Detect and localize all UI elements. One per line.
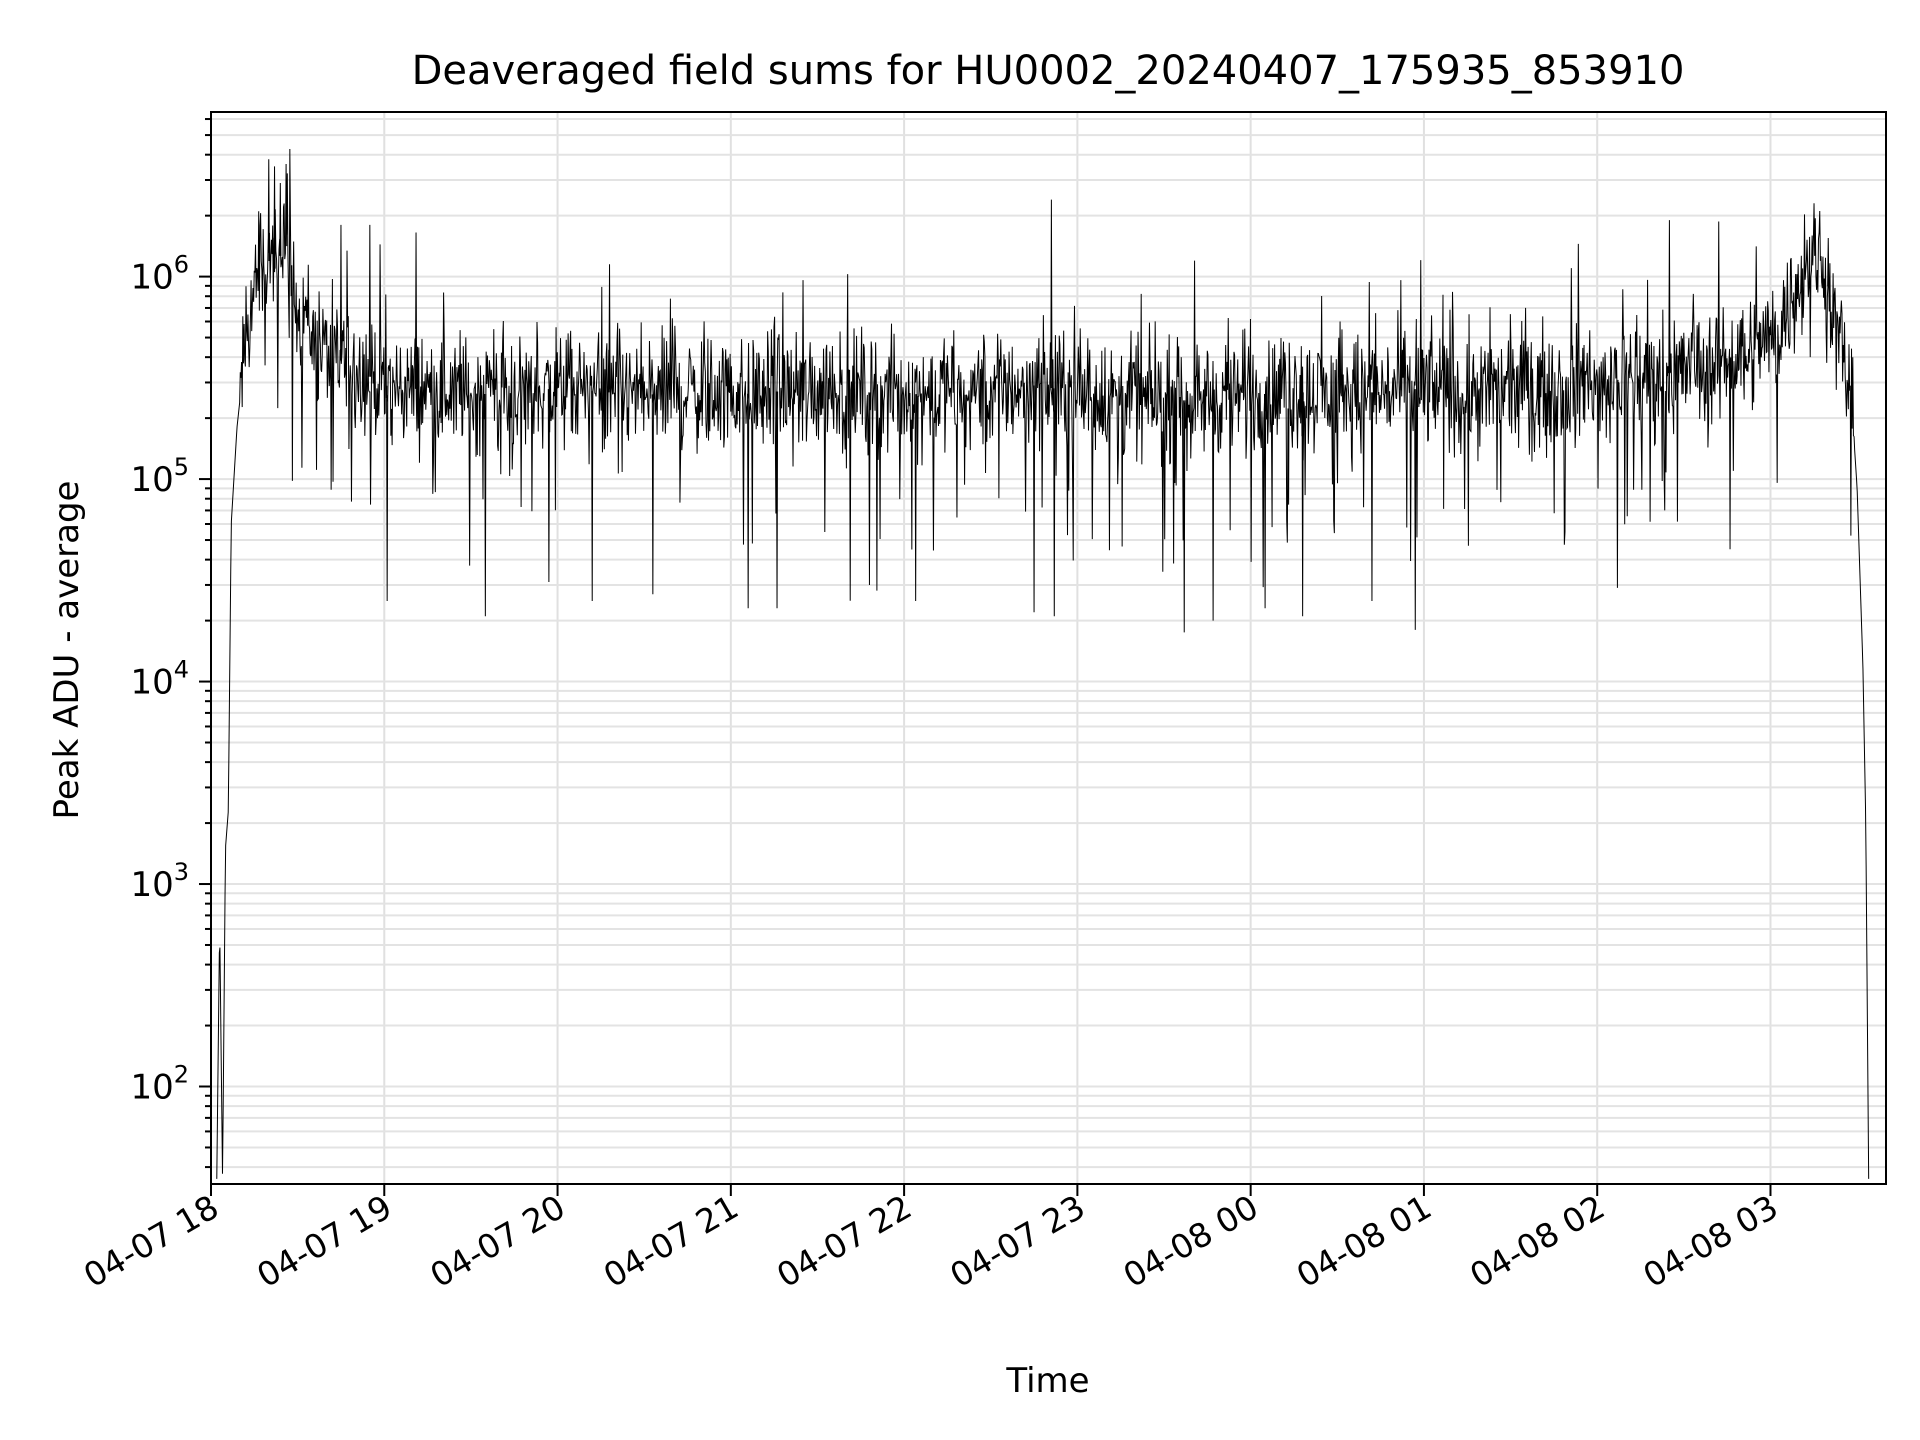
y-tick-base: 10 bbox=[130, 258, 173, 298]
y-tick-exponent: 2 bbox=[174, 1061, 189, 1089]
y-tick-label: 105 bbox=[130, 453, 189, 500]
y-tick-base: 10 bbox=[130, 460, 173, 500]
y-tick-base: 10 bbox=[130, 1068, 173, 1108]
y-tick-label: 104 bbox=[130, 656, 189, 703]
data-line bbox=[216, 148, 1870, 1179]
y-tick-base: 10 bbox=[130, 663, 173, 703]
y-tick-exponent: 3 bbox=[174, 858, 189, 886]
y-tick-exponent: 6 bbox=[174, 251, 189, 279]
y-axis-label: Peak ADU - average bbox=[47, 481, 87, 820]
y-tick-label: 106 bbox=[130, 251, 189, 298]
y-tick-label: 102 bbox=[130, 1061, 189, 1108]
chart-title: Deaveraged field sums for HU0002_2024040… bbox=[412, 48, 1685, 94]
x-axis-label: Time bbox=[1005, 1361, 1089, 1401]
y-tick-base: 10 bbox=[130, 865, 173, 905]
grid bbox=[210, 112, 1886, 1184]
y-tick-exponent: 5 bbox=[174, 453, 189, 481]
plot-frame bbox=[210, 111, 1887, 1185]
y-tick-label: 103 bbox=[130, 858, 189, 905]
y-tick-exponent: 4 bbox=[174, 656, 189, 684]
